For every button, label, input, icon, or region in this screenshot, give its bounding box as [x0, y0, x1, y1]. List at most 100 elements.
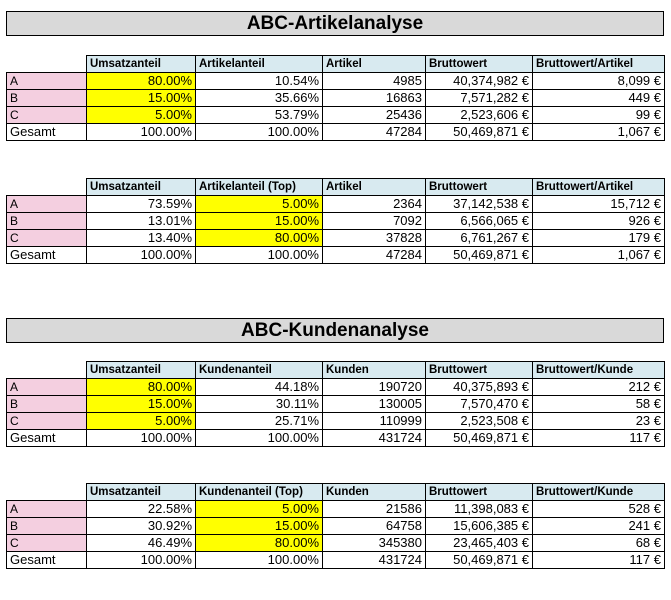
- column-header: Bruttowert: [425, 483, 533, 501]
- total-cell[interactable]: 50,469,871 €: [425, 246, 533, 264]
- table-cell[interactable]: 926 €: [532, 212, 665, 230]
- table-cell[interactable]: 8,099 €: [532, 72, 665, 90]
- total-cell[interactable]: 100.00%: [195, 429, 323, 447]
- table-cell[interactable]: 11,398,083 €: [425, 500, 533, 518]
- total-cell[interactable]: 100.00%: [86, 123, 196, 141]
- table-cell[interactable]: 58 €: [532, 395, 665, 413]
- table-cell[interactable]: 23 €: [532, 412, 665, 430]
- table-cell[interactable]: 2364: [322, 195, 426, 213]
- table-cell[interactable]: 68 €: [532, 534, 665, 552]
- table-cell[interactable]: 2,523,606 €: [425, 106, 533, 124]
- table-cell[interactable]: 25.71%: [195, 412, 323, 430]
- table-cell[interactable]: 449 €: [532, 89, 665, 107]
- table-cell[interactable]: 6,761,267 €: [425, 229, 533, 247]
- total-label: Gesamt: [6, 551, 87, 569]
- table-row: C 13.40% 80.00% 37828 6,761,267 €179 €: [6, 229, 665, 247]
- total-cell[interactable]: 117 €: [532, 551, 665, 569]
- column-header: Artikel: [322, 55, 426, 73]
- table-cell[interactable]: 2,523,508 €: [425, 412, 533, 430]
- table-cell[interactable]: 21586: [322, 500, 426, 518]
- table-cell[interactable]: 30.92%: [86, 517, 196, 535]
- table-cell[interactable]: 16863: [322, 89, 426, 107]
- header-blank-cell: [6, 55, 87, 73]
- table-cell[interactable]: 15.00%: [86, 395, 196, 413]
- total-cell[interactable]: 1,067 €: [532, 246, 665, 264]
- table-cell[interactable]: 80.00%: [195, 534, 323, 552]
- table-cell[interactable]: 37,142,538 €: [425, 195, 533, 213]
- table-cell[interactable]: 212 €: [532, 378, 665, 396]
- table-cell[interactable]: 5.00%: [86, 106, 196, 124]
- table-cell[interactable]: 40,375,893 €: [425, 378, 533, 396]
- table-cell[interactable]: 13.40%: [86, 229, 196, 247]
- total-cell[interactable]: 100.00%: [195, 246, 323, 264]
- total-cell[interactable]: 100.00%: [86, 429, 196, 447]
- table-row: B 13.01% 15.00% 7092 6,566,065 €926 €: [6, 212, 665, 230]
- table-cell[interactable]: 30.11%: [195, 395, 323, 413]
- table-cell[interactable]: 25436: [322, 106, 426, 124]
- table-cell[interactable]: 80.00%: [195, 229, 323, 247]
- header-blank-cell: [6, 483, 87, 501]
- total-cell[interactable]: 100.00%: [86, 246, 196, 264]
- table-cell[interactable]: 528 €: [532, 500, 665, 518]
- total-cell[interactable]: 100.00%: [195, 123, 323, 141]
- total-cell[interactable]: 100.00%: [195, 551, 323, 569]
- table-cell[interactable]: 99 €: [532, 106, 665, 124]
- table-cell[interactable]: 23,465,403 €: [425, 534, 533, 552]
- column-header: Bruttowert: [425, 55, 533, 73]
- table-cell[interactable]: 15.00%: [86, 89, 196, 107]
- table-cell[interactable]: 5.00%: [86, 412, 196, 430]
- total-cell[interactable]: 431724: [322, 429, 426, 447]
- table-cell[interactable]: 10.54%: [195, 72, 323, 90]
- table-cell[interactable]: 22.58%: [86, 500, 196, 518]
- table-cell[interactable]: 15,606,385 €: [425, 517, 533, 535]
- article-table-1: Umsatzanteil Artikelanteil Artikel Bruttowe…: [6, 55, 665, 141]
- row-label: A: [6, 500, 87, 518]
- table-cell[interactable]: 7092: [322, 212, 426, 230]
- header-blank-cell: [6, 178, 87, 196]
- table-cell[interactable]: 6,566,065 €: [425, 212, 533, 230]
- total-cell[interactable]: 100.00%: [86, 551, 196, 569]
- table-cell[interactable]: 4985: [322, 72, 426, 90]
- table-row: A 22.58% 5.00% 21586 11,398,083 €528 €: [6, 500, 665, 518]
- table-cell[interactable]: 80.00%: [86, 72, 196, 90]
- row-label: B: [6, 212, 87, 230]
- header-row: Umsatzanteil Kundenanteil Kunden Bruttowert…: [6, 361, 665, 379]
- row-label: B: [6, 89, 87, 107]
- table-cell[interactable]: 7,570,470 €: [425, 395, 533, 413]
- total-cell[interactable]: 50,469,871 €: [425, 429, 533, 447]
- table-cell[interactable]: 37828: [322, 229, 426, 247]
- table-cell[interactable]: 5.00%: [195, 500, 323, 518]
- row-label: C: [6, 106, 87, 124]
- column-header: Kunden: [322, 361, 426, 379]
- table-cell[interactable]: 46.49%: [86, 534, 196, 552]
- table-cell[interactable]: 44.18%: [195, 378, 323, 396]
- table-cell[interactable]: 64758: [322, 517, 426, 535]
- total-cell[interactable]: 47284: [322, 123, 426, 141]
- total-cell[interactable]: 431724: [322, 551, 426, 569]
- total-cell[interactable]: 50,469,871 €: [425, 123, 533, 141]
- table-cell[interactable]: 130005: [322, 395, 426, 413]
- total-cell[interactable]: 47284: [322, 246, 426, 264]
- table-cell[interactable]: 80.00%: [86, 378, 196, 396]
- table-cell[interactable]: 73.59%: [86, 195, 196, 213]
- total-cell[interactable]: 50,469,871 €: [425, 551, 533, 569]
- table-cell[interactable]: 190720: [322, 378, 426, 396]
- table-cell[interactable]: 345380: [322, 534, 426, 552]
- table-cell[interactable]: 241 €: [532, 517, 665, 535]
- table-cell[interactable]: 35.66%: [195, 89, 323, 107]
- table-cell[interactable]: 15.00%: [195, 212, 323, 230]
- table-cell[interactable]: 5.00%: [195, 195, 323, 213]
- total-cell[interactable]: 1,067 €: [532, 123, 665, 141]
- table-cell[interactable]: 13.01%: [86, 212, 196, 230]
- table-cell[interactable]: 53.79%: [195, 106, 323, 124]
- article-table-2: Umsatzanteil Artikelanteil (Top) Artikel Br…: [6, 178, 665, 264]
- table-cell[interactable]: 40,374,982 €: [425, 72, 533, 90]
- table-cell[interactable]: 7,571,282 €: [425, 89, 533, 107]
- table-cell[interactable]: 179 €: [532, 229, 665, 247]
- table-cell[interactable]: 110999: [322, 412, 426, 430]
- total-row: Gesamt 100.00% 100.00% 431724 50,469,871 €11…: [6, 429, 665, 447]
- total-cell[interactable]: 117 €: [532, 429, 665, 447]
- table-cell[interactable]: 15.00%: [195, 517, 323, 535]
- table-cell[interactable]: 15,712 €: [532, 195, 665, 213]
- article-section-title: ABC-Artikelanalyse: [6, 11, 664, 36]
